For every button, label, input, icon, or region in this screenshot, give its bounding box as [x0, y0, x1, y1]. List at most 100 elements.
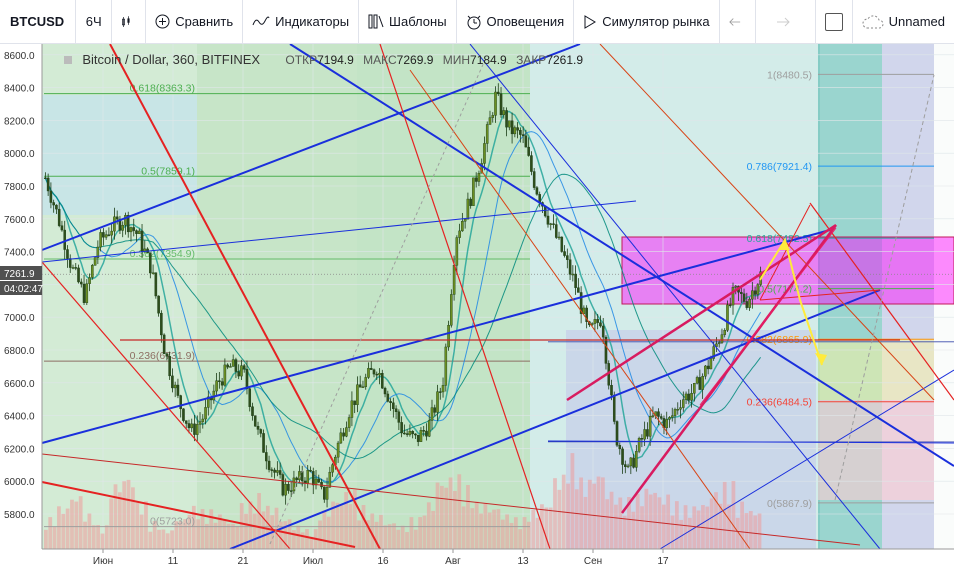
- candle-down: [411, 431, 414, 435]
- volume-bar: [587, 479, 592, 549]
- candle-up: [408, 431, 412, 435]
- candle-down: [220, 381, 224, 386]
- volume-bar: [439, 485, 444, 549]
- candle-up: [339, 432, 343, 444]
- legend-high-value: 7269.9: [396, 53, 434, 67]
- candle-up: [571, 273, 575, 276]
- plus-circle-icon: [155, 14, 170, 29]
- alerts-button[interactable]: Оповещения: [457, 0, 575, 44]
- candle-up: [466, 198, 470, 220]
- x-axis: Июн 11 21 Июл 16 Авг 13 Сен 17: [0, 548, 954, 573]
- volume-bar: [479, 513, 483, 549]
- collapse-legend-icon[interactable]: [63, 55, 73, 65]
- volume-bar: [683, 505, 688, 549]
- candle-up: [231, 359, 235, 367]
- volume-bar: [513, 517, 518, 549]
- undo-button[interactable]: [720, 0, 756, 44]
- candle-up: [477, 172, 481, 182]
- volume-bar: [431, 510, 436, 549]
- redo-button[interactable]: [756, 0, 816, 44]
- projection-arrowhead-down: [815, 353, 827, 365]
- volume-bar: [318, 520, 322, 549]
- candle-up: [452, 265, 456, 295]
- volume-bar: [609, 491, 614, 549]
- fib-diagonal-dashed-left: [269, 59, 486, 545]
- candle-down: [568, 259, 572, 275]
- channel-lower-line: [41, 229, 831, 444]
- y-tick-label: 6800.0: [4, 346, 35, 357]
- candle-down: [248, 388, 252, 407]
- candle-up: [670, 415, 674, 418]
- legend-close-label: ЗАКР: [516, 53, 547, 67]
- fib-zone-blue-left: [42, 95, 197, 215]
- replay-button[interactable]: Симулятор рынка: [574, 0, 720, 44]
- candle-up: [99, 232, 102, 248]
- candle-up: [345, 427, 348, 437]
- candle-down: [262, 433, 265, 453]
- volume-bar: [222, 519, 227, 549]
- volume-bar: [352, 489, 357, 549]
- volume-bar: [104, 525, 109, 549]
- volume-bar: [653, 492, 657, 549]
- volume-bar: [96, 525, 100, 549]
- candle-down: [82, 283, 86, 303]
- fullscreen-button[interactable]: [816, 0, 853, 44]
- alarm-clock-icon: [467, 15, 481, 29]
- volume-bar: [374, 521, 379, 549]
- volume-bar: [400, 525, 405, 549]
- candle-down: [353, 400, 356, 405]
- volume-bar: [457, 474, 462, 549]
- candle-down: [740, 291, 743, 294]
- candle-down: [425, 430, 428, 437]
- candle-down: [160, 312, 163, 336]
- volume-bar: [87, 513, 92, 549]
- layout-name-button[interactable]: Unnamed: [853, 0, 954, 44]
- candle-up: [292, 477, 296, 492]
- compare-button[interactable]: Сравнить: [146, 0, 244, 44]
- volume-bar: [392, 523, 396, 549]
- candle-down: [516, 127, 519, 131]
- candle-down: [234, 359, 238, 372]
- checkbox-square-icon: [824, 12, 843, 31]
- candle-up: [629, 457, 633, 467]
- candle-down: [115, 216, 119, 220]
- volume-bar: [509, 522, 514, 549]
- candle-down: [527, 146, 530, 156]
- volume-bar: [239, 503, 244, 549]
- volume-bar: [91, 525, 96, 549]
- candle-down: [745, 301, 749, 308]
- candle-down: [563, 251, 566, 256]
- wedge-upper-line: [566, 223, 837, 402]
- indicators-button[interactable]: Индикаторы: [243, 0, 360, 44]
- rising-blue-thin: [659, 369, 954, 550]
- candle-up: [626, 465, 630, 468]
- volume-bar: [583, 496, 588, 549]
- candle-up: [491, 115, 495, 118]
- candle-down: [132, 227, 136, 231]
- candle-down: [574, 273, 577, 288]
- candle-up: [367, 368, 370, 378]
- templates-button[interactable]: Шаблоны: [359, 0, 457, 44]
- volume-bar: [709, 498, 714, 549]
- price-chart[interactable]: 0.618(8363.3)0.5(7859.1)0.382(7354.9)0.2…: [0, 44, 954, 573]
- volume-bar: [679, 519, 684, 549]
- legend-symbol-title: Bitcoin / Dollar, 360, BITFINEX: [82, 52, 261, 67]
- candle-up: [704, 365, 707, 377]
- symbol-search[interactable]: BTCUSD: [0, 0, 77, 44]
- interval-button[interactable]: 6Ч: [76, 0, 113, 44]
- volume-bar: [535, 517, 540, 549]
- cloud-icon: [862, 14, 884, 28]
- candle-down: [287, 484, 290, 491]
- candle-down: [618, 445, 622, 450]
- candle-up: [356, 384, 359, 405]
- candle-up: [593, 319, 597, 324]
- legend-high-label: МАКС: [363, 53, 397, 67]
- volume-bar: [748, 511, 753, 549]
- chart-type-button[interactable]: [112, 0, 147, 44]
- volume-bar: [418, 517, 422, 549]
- y-tick-label: 8200.0: [4, 116, 35, 127]
- candle-down: [510, 120, 514, 135]
- candle-down: [74, 267, 78, 269]
- candle-down: [530, 155, 533, 172]
- fib-diagonal-dashed: [834, 74, 935, 501]
